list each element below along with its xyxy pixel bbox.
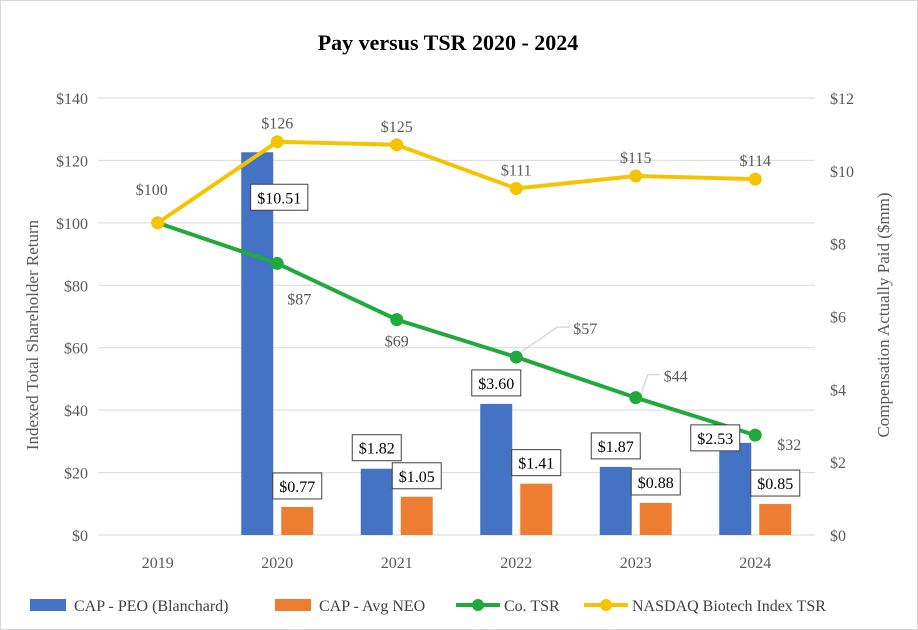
data-label: $1.05 bbox=[399, 469, 435, 486]
line-data-label: $126 bbox=[261, 116, 293, 133]
data-label-box bbox=[391, 462, 442, 490]
line-point bbox=[270, 256, 284, 270]
bar bbox=[281, 506, 314, 535]
line-point bbox=[629, 391, 643, 405]
left-tick-label: $60 bbox=[64, 341, 88, 358]
right-axis-title: Compensation Actually Paid ($mm) bbox=[874, 192, 893, 437]
line-data-label: $69 bbox=[385, 334, 409, 351]
bar bbox=[719, 442, 752, 535]
legend-label: Co. TSR bbox=[504, 598, 560, 615]
series-line bbox=[156, 139, 756, 225]
line-point bbox=[270, 135, 284, 149]
data-label-box bbox=[250, 183, 309, 211]
left-tick-label: $0 bbox=[72, 528, 88, 545]
legend-label: CAP - PEO (Blanchard) bbox=[74, 598, 229, 615]
data-labels: $10.51 $1.82 $3.60 $1.87 $2.53 $0.77 $1.05 $1.4… bbox=[136, 116, 801, 500]
bar bbox=[599, 466, 632, 535]
category-tick-label: 2024 bbox=[739, 555, 771, 572]
data-label: $1.87 bbox=[598, 439, 634, 456]
axis-ticks: $0 $20 $40 $60 $80 $100 $120 $140 $0 $2 $4 $6 $8 $10 $… bbox=[56, 91, 854, 572]
left-tick-label: $100 bbox=[56, 216, 88, 233]
leader-line bbox=[641, 373, 660, 392]
bar bbox=[639, 502, 672, 535]
data-label: $1.41 bbox=[518, 456, 554, 473]
data-label: $2.53 bbox=[697, 431, 733, 448]
line-point bbox=[629, 169, 643, 183]
bar bbox=[241, 152, 274, 535]
data-label-box bbox=[630, 468, 681, 496]
legend-marker bbox=[472, 599, 484, 611]
line-data-label: $114 bbox=[740, 153, 771, 170]
line-data-label: $100 bbox=[136, 182, 168, 199]
legend-label: NASDAQ Biotech Index TSR bbox=[632, 598, 826, 615]
data-label-box bbox=[272, 472, 323, 500]
right-tick-label: $8 bbox=[830, 237, 846, 254]
line-point bbox=[509, 182, 523, 196]
category-tick-label: 2021 bbox=[381, 555, 413, 572]
data-label-box bbox=[351, 434, 402, 462]
line-point bbox=[390, 138, 404, 152]
legend-label: CAP - Avg NEO bbox=[319, 598, 425, 615]
legend-swatch bbox=[275, 599, 311, 611]
data-label: $1.82 bbox=[359, 441, 395, 458]
leader-line bbox=[521, 326, 570, 352]
right-tick-label: $0 bbox=[830, 528, 846, 545]
data-label: $0.88 bbox=[638, 475, 674, 492]
right-tick-label: $4 bbox=[830, 382, 846, 399]
line-data-label: $87 bbox=[287, 291, 311, 308]
line-point bbox=[748, 172, 762, 186]
bar bbox=[480, 403, 513, 535]
bar-series bbox=[241, 152, 792, 535]
line-data-label: $44 bbox=[664, 369, 688, 386]
data-label-box bbox=[471, 369, 522, 397]
series-line bbox=[157, 220, 756, 438]
left-tick-label: $40 bbox=[64, 403, 88, 420]
data-label: $10.51 bbox=[257, 190, 301, 207]
legend-marker bbox=[600, 599, 612, 611]
right-tick-label: $6 bbox=[830, 310, 846, 327]
bar bbox=[520, 483, 553, 535]
line-point bbox=[748, 428, 762, 442]
data-label: $0.85 bbox=[757, 476, 793, 493]
category-tick-label: 2022 bbox=[500, 555, 532, 572]
data-label: $0.77 bbox=[279, 479, 315, 496]
line-point bbox=[390, 313, 404, 327]
line-data-label: $57 bbox=[573, 321, 597, 338]
left-tick-label: $140 bbox=[56, 91, 88, 108]
category-tick-label: 2020 bbox=[261, 555, 293, 572]
left-axis-title: Indexed Total Shareholder Return bbox=[23, 219, 42, 450]
data-label: $3.60 bbox=[478, 376, 514, 393]
right-tick-label: $10 bbox=[830, 164, 854, 181]
data-label-box bbox=[511, 449, 562, 477]
bar bbox=[360, 468, 393, 535]
line-data-label: $115 bbox=[620, 150, 651, 167]
data-label-box bbox=[590, 432, 641, 460]
legend-swatch bbox=[30, 599, 66, 611]
category-tick-label: 2019 bbox=[142, 555, 174, 572]
right-tick-label: $2 bbox=[830, 455, 846, 472]
left-tick-label: $80 bbox=[64, 278, 88, 295]
gridlines bbox=[98, 97, 815, 536]
line-series bbox=[151, 135, 762, 442]
line-data-label: $32 bbox=[777, 437, 801, 454]
left-tick-label: $120 bbox=[56, 153, 88, 170]
category-tick-label: 2023 bbox=[620, 555, 652, 572]
data-label-box bbox=[750, 469, 801, 497]
chart-title: Pay versus TSR 2020 - 2024 bbox=[318, 30, 579, 55]
legend: CAP - PEO (Blanchard) CAP - Avg NEO Co. TS… bbox=[30, 598, 826, 615]
line-point bbox=[509, 350, 523, 364]
bar bbox=[759, 504, 792, 535]
line-data-label: $125 bbox=[381, 119, 413, 136]
line-point bbox=[151, 216, 165, 230]
bar bbox=[400, 496, 433, 535]
right-tick-label: $12 bbox=[830, 91, 854, 108]
line-data-label: $111 bbox=[501, 163, 532, 180]
data-label-box bbox=[690, 424, 741, 452]
left-tick-label: $20 bbox=[64, 466, 88, 483]
